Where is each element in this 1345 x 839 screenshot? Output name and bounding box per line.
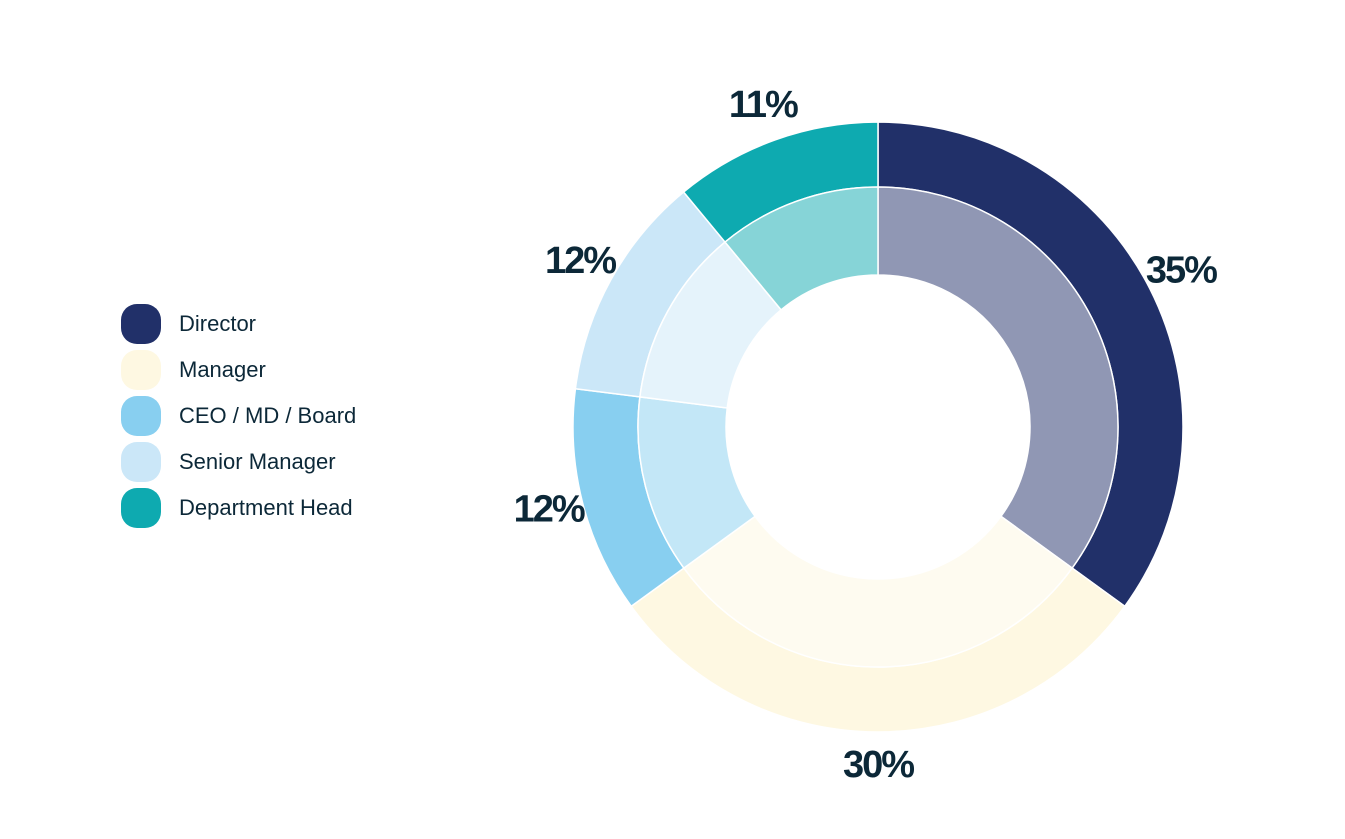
value-label: 12%	[514, 489, 585, 531]
value-label: 35%	[1146, 250, 1217, 292]
donut-inner-slice	[877, 186, 1119, 570]
legend-swatch	[121, 488, 161, 528]
legend-label: Director	[179, 311, 256, 336]
value-label: 12%	[545, 240, 616, 282]
legend-label: Senior Manager	[179, 449, 336, 474]
donut-inner-slice	[723, 186, 879, 311]
legend-label: Manager	[179, 357, 266, 382]
legend-swatch	[121, 442, 161, 482]
legend-swatch	[121, 350, 161, 390]
value-label: 30%	[843, 744, 914, 786]
legend-label: Department Head	[179, 495, 353, 520]
legend-swatch	[121, 396, 161, 436]
value-label: 11%	[729, 84, 798, 126]
donut-inner-slice	[682, 515, 1074, 668]
legend-swatch	[121, 304, 161, 344]
legend-label: CEO / MD / Board	[179, 403, 356, 428]
